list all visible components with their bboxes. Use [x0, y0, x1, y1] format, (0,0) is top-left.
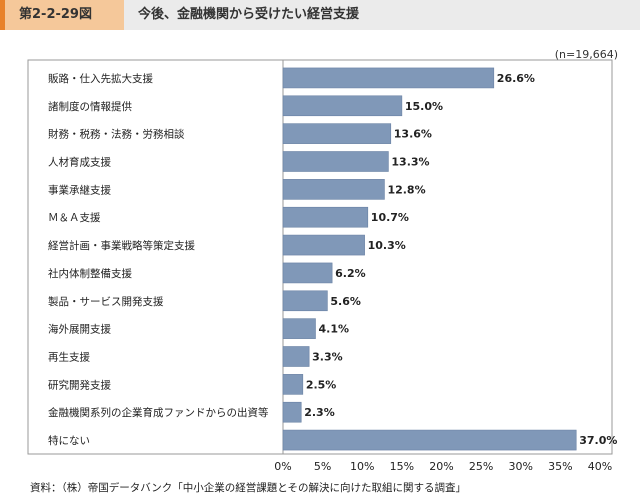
category-label: 再生支援 — [48, 351, 90, 364]
source-note: 資料：（株）帝国データバンク「中小企業の経営課題とその解決に向けた取組に関する調… — [30, 482, 466, 494]
category-label: 社内体制整備支援 — [48, 267, 132, 280]
category-label: 財務・税務・法務・労務相談 — [48, 128, 185, 141]
bar — [282, 318, 316, 339]
category-label: Ｍ＆Ａ支援 — [48, 211, 101, 224]
data-label: 15.0% — [405, 100, 443, 113]
x-tick-label: 35% — [548, 460, 572, 473]
x-tick-label: 20% — [429, 460, 453, 473]
data-label: 3.3% — [312, 351, 343, 364]
category-label: 販路・仕入先拡大支援 — [48, 72, 153, 85]
bar — [282, 262, 333, 284]
category-label: 研究開発支援 — [48, 378, 111, 391]
x-tick-label: 40% — [588, 460, 612, 473]
figure-header: 第2-2-29図 今後、金融機関から受けたい経営支援 — [0, 0, 640, 30]
bar — [282, 401, 302, 423]
data-label: 26.6% — [497, 72, 535, 85]
bar — [282, 206, 369, 228]
category-label: 製品・サービス開発支援 — [48, 295, 164, 308]
data-label: 2.3% — [304, 406, 335, 419]
data-label: 37.0% — [579, 434, 617, 447]
x-tick-label: 30% — [509, 460, 533, 473]
x-tick-label: 15% — [390, 460, 414, 473]
category-label: 金融機関系列の企業育成ファンドからの出資等 — [48, 406, 269, 419]
x-tick-label: 5% — [314, 460, 331, 473]
category-label: 経営計画・事業戦略等策定支援 — [48, 239, 195, 252]
x-tick-label: 0% — [274, 460, 291, 473]
category-label: 事業承継支援 — [48, 183, 111, 196]
x-tick-label: 10% — [350, 460, 374, 473]
data-label: 6.2% — [335, 267, 366, 280]
plot-frame — [27, 59, 613, 455]
figure-number: 第2-2-29図 — [0, 0, 124, 30]
category-label: 諸制度の情報提供 — [48, 100, 132, 113]
x-tick-label: 25% — [469, 460, 493, 473]
bar — [282, 151, 389, 172]
data-label: 2.5% — [306, 378, 337, 391]
data-label: 10.3% — [368, 239, 406, 252]
data-label: 12.8% — [387, 183, 425, 196]
data-label: 13.3% — [391, 156, 429, 169]
data-label: 4.1% — [318, 323, 349, 336]
data-label: 5.6% — [330, 295, 361, 308]
figure-title: 今後、金融機関から受けたい経営支援 — [138, 7, 360, 22]
sample-size-label: (n=19,664) — [554, 48, 618, 61]
bar — [282, 179, 385, 200]
bar — [282, 374, 304, 395]
bar — [282, 95, 403, 117]
figure-title-bar: 今後、金融機関から受けたい経営支援 — [124, 0, 640, 30]
bar — [282, 67, 495, 89]
bar — [282, 429, 577, 451]
category-label: 海外展開支援 — [48, 323, 111, 336]
data-label: 13.6% — [394, 128, 432, 141]
category-label: 人材育成支援 — [48, 156, 111, 169]
data-label: 10.7% — [371, 211, 409, 224]
category-label: 特にない — [48, 435, 90, 447]
bar — [282, 290, 328, 312]
bar — [282, 346, 310, 367]
bar — [282, 123, 392, 144]
bar — [282, 234, 365, 256]
